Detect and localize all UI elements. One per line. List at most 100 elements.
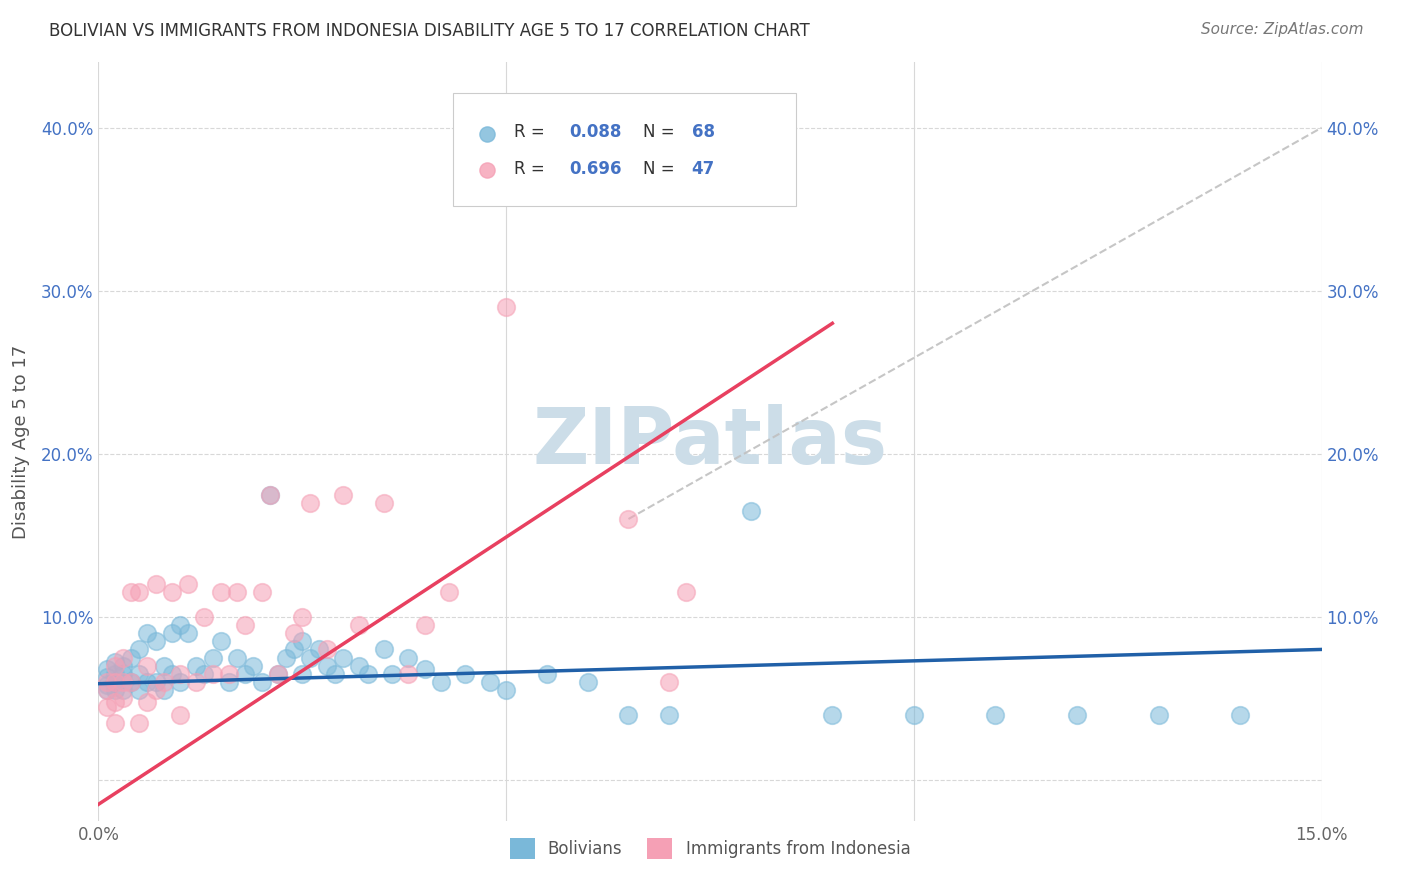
Text: ZIPatlas: ZIPatlas bbox=[533, 403, 887, 480]
Point bbox=[111, 691, 134, 706]
Point bbox=[136, 626, 159, 640]
Point bbox=[259, 487, 281, 501]
Point bbox=[201, 666, 224, 681]
Point bbox=[145, 683, 167, 698]
Point bbox=[658, 675, 681, 690]
Point bbox=[283, 642, 305, 657]
Legend: Bolivians, Immigrants from Indonesia: Bolivians, Immigrants from Indonesia bbox=[503, 831, 917, 865]
Point bbox=[740, 504, 762, 518]
Point bbox=[177, 626, 200, 640]
Point bbox=[186, 658, 208, 673]
Point bbox=[169, 618, 191, 632]
Point bbox=[160, 666, 183, 681]
Point bbox=[104, 715, 127, 730]
Point bbox=[267, 666, 290, 681]
Point bbox=[226, 585, 249, 599]
Point bbox=[128, 642, 150, 657]
Point bbox=[308, 642, 330, 657]
Point bbox=[349, 658, 371, 673]
Point bbox=[96, 683, 118, 698]
Point bbox=[152, 683, 174, 698]
Point bbox=[104, 695, 127, 709]
Point bbox=[413, 618, 436, 632]
Point bbox=[96, 678, 118, 692]
Point bbox=[169, 666, 191, 681]
Point bbox=[250, 585, 273, 599]
Text: N =: N = bbox=[643, 123, 679, 141]
Point bbox=[495, 683, 517, 698]
Point bbox=[111, 675, 134, 690]
Text: 47: 47 bbox=[692, 160, 714, 178]
Point bbox=[332, 487, 354, 501]
Point bbox=[356, 666, 378, 681]
Point bbox=[1066, 707, 1088, 722]
Point bbox=[120, 675, 142, 690]
Point bbox=[104, 683, 127, 698]
Point bbox=[299, 650, 322, 665]
Point bbox=[145, 675, 167, 690]
Point bbox=[104, 666, 127, 681]
Point bbox=[274, 650, 297, 665]
Point bbox=[209, 634, 232, 648]
Point bbox=[454, 666, 477, 681]
Point bbox=[104, 656, 127, 670]
Point bbox=[233, 618, 256, 632]
Point bbox=[617, 512, 640, 526]
Text: 0.088: 0.088 bbox=[569, 123, 621, 141]
Point bbox=[96, 675, 118, 690]
Point bbox=[160, 626, 183, 640]
Point bbox=[145, 577, 167, 591]
Text: 0.696: 0.696 bbox=[569, 160, 621, 178]
Point bbox=[136, 675, 159, 690]
Point bbox=[120, 675, 142, 690]
Point bbox=[96, 699, 118, 714]
Point bbox=[478, 675, 501, 690]
Point bbox=[259, 487, 281, 501]
Point bbox=[104, 658, 127, 673]
Point bbox=[201, 650, 224, 665]
Point bbox=[413, 662, 436, 676]
Point bbox=[96, 670, 118, 684]
Point bbox=[242, 658, 264, 673]
Point bbox=[120, 585, 142, 599]
Point bbox=[349, 618, 371, 632]
Point bbox=[315, 658, 337, 673]
Point bbox=[396, 666, 419, 681]
Point bbox=[193, 666, 215, 681]
Text: R =: R = bbox=[515, 123, 550, 141]
Point bbox=[323, 666, 346, 681]
Point bbox=[136, 695, 159, 709]
Point bbox=[658, 707, 681, 722]
Point bbox=[315, 642, 337, 657]
Point bbox=[373, 642, 395, 657]
Text: R =: R = bbox=[515, 160, 550, 178]
Point bbox=[903, 707, 925, 722]
Point bbox=[332, 650, 354, 665]
Point bbox=[299, 496, 322, 510]
Point bbox=[373, 496, 395, 510]
Point bbox=[96, 662, 118, 676]
Point bbox=[250, 675, 273, 690]
Point bbox=[495, 300, 517, 314]
FancyBboxPatch shape bbox=[453, 93, 796, 207]
Point bbox=[128, 715, 150, 730]
Point bbox=[576, 675, 599, 690]
Point bbox=[291, 666, 314, 681]
Point bbox=[128, 666, 150, 681]
Point bbox=[111, 650, 134, 665]
Point bbox=[396, 650, 419, 665]
Point bbox=[177, 577, 200, 591]
Point bbox=[145, 634, 167, 648]
Point bbox=[152, 658, 174, 673]
Point bbox=[675, 585, 697, 599]
Point bbox=[267, 666, 290, 681]
Point bbox=[152, 675, 174, 690]
Point bbox=[233, 666, 256, 681]
Point bbox=[209, 585, 232, 599]
Point bbox=[128, 585, 150, 599]
Point bbox=[136, 658, 159, 673]
Point bbox=[536, 666, 558, 681]
Point bbox=[160, 585, 183, 599]
Point bbox=[169, 675, 191, 690]
Text: N =: N = bbox=[643, 160, 679, 178]
